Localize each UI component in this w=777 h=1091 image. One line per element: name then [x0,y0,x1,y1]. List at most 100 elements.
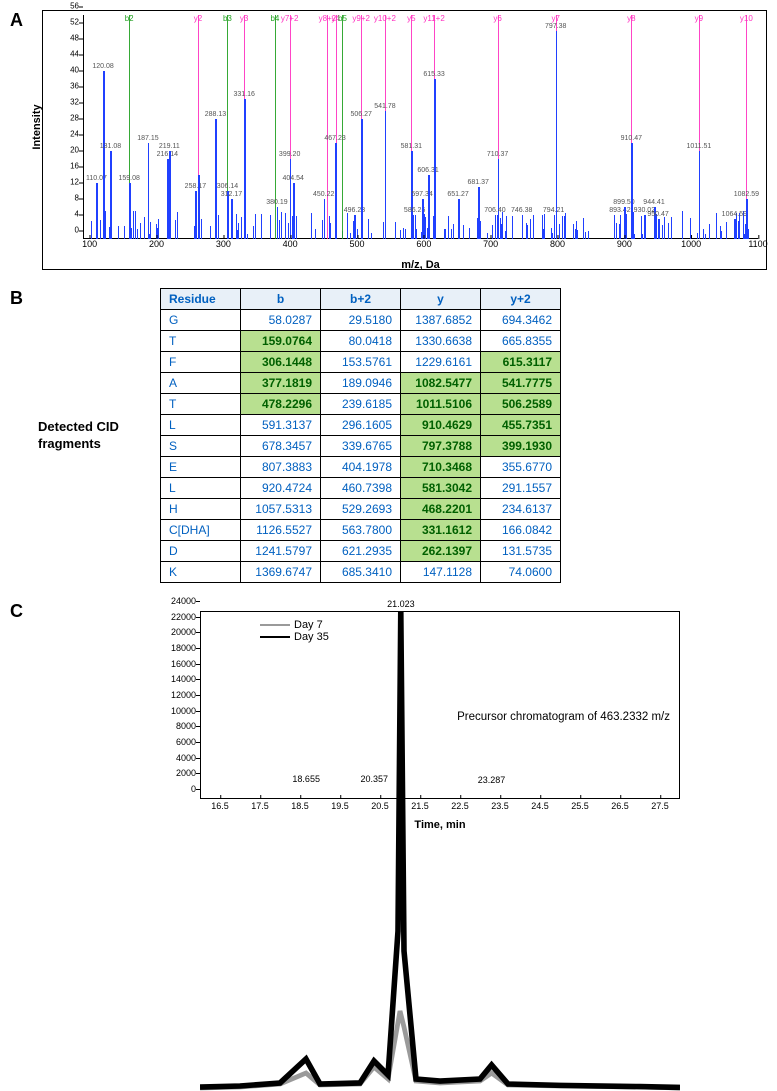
xtick: 500 [349,239,364,249]
table-cell: 797.3788 [401,436,481,457]
table-cell: 1229.6161 [401,352,481,373]
noise-peak [270,215,271,239]
chrom-peak-label: 23.287 [478,775,506,785]
table-row: T159.076480.04181330.6638665.8355 [161,331,561,352]
ion-line [342,15,343,239]
table-row: D1241.5797621.2935262.1397131.5735 [161,541,561,562]
noise-peak [311,213,312,239]
peak-label: 187.15 [137,135,158,142]
chrom-xtick: 16.5 [211,801,229,811]
chrom-xtick: 22.5 [451,801,469,811]
noise-peak [315,229,316,239]
noise-peak [330,223,331,239]
ion-label: y2 [194,14,202,23]
table-row: C[DHA]1126.5527563.7800331.1612166.0842 [161,520,561,541]
table-wrap: Detected CID fragments Residuebb+2yy+2G5… [10,288,767,583]
spectrum-peak [746,199,748,239]
peak-label: 450.22 [313,191,334,198]
chrom-ytick: 14000 [171,674,196,684]
table-cell: 581.3042 [401,478,481,499]
noise-peak [118,226,119,239]
table-row: T478.2296239.61851011.5106506.2589 [161,394,561,415]
chrom-xtick: 17.5 [251,801,269,811]
table-cell: 377.1819 [241,373,321,394]
peak-label: 681.37 [468,179,489,186]
table-cell: 1241.5797 [241,541,321,562]
noise-peak [368,227,369,239]
table-cell: 1011.5106 [401,394,481,415]
chrom-ytick: 22000 [171,612,196,622]
spectrum-peak [495,215,497,239]
noise-peak [201,219,202,239]
noise-peak [626,214,627,239]
table-cell: 331.1612 [401,520,481,541]
spectrum-peak [103,71,105,239]
noise-peak [588,231,589,239]
table-cell: 807.3883 [241,457,321,478]
xtick: 200 [149,239,164,249]
table-header: y+2 [481,289,561,310]
spectrum-peak [169,151,171,239]
peak-label: 288.13 [205,111,226,118]
spectrum-peak [478,187,480,239]
noise-peak [463,225,464,239]
spectrum-peak [277,207,279,239]
table-cell: 506.2589 [481,394,561,415]
table-cell: E [161,457,241,478]
legend-item: Day 7 [260,619,329,631]
noise-peak [501,224,502,239]
noise-peak [512,216,513,239]
peak-label: 651.27 [447,191,468,198]
noise-peak [506,216,507,239]
peak-label: 1011.51 [686,143,711,150]
ytick: 32 [70,98,79,107]
table-cell: 541.7775 [481,373,561,394]
noise-peak [124,226,125,239]
peak-label: 306.14 [217,183,238,190]
panel-b: B Detected CID fragments Residuebb+2yy+2… [10,288,767,583]
ytick: 48 [70,34,79,43]
chrom-xtick: 24.5 [531,801,549,811]
peak-label: 331.16 [233,91,254,98]
table-cell: 399.1930 [481,436,561,457]
ytick: 52 [70,18,79,27]
spectrum-peak [556,31,558,239]
ion-label: y7+2 [281,14,299,23]
noise-peak [526,223,527,239]
spectrum-peak [293,183,295,239]
legend-label: Day 35 [294,631,329,643]
noise-peak [144,217,145,239]
chrom-ytick: 0 [191,784,196,794]
ion-label: y3 [240,14,248,23]
table-row: L920.4724460.7398581.3042291.1557 [161,478,561,499]
table-cell: 1369.6747 [241,562,321,583]
spectrum-peak [498,159,500,239]
legend-item: Day 35 [260,631,329,643]
table-cell: 478.2296 [241,394,321,415]
peak-label: 120.08 [92,63,113,70]
noise-peak [238,223,239,239]
noise-peak [91,221,92,239]
spectrum-peak [361,119,363,239]
peak-label: 893.42 [609,207,630,214]
noise-peak [577,230,578,239]
chrom-ytick: 4000 [176,753,196,763]
chrom-peak-label: 18.655 [292,774,320,784]
spectrum-peak [195,191,197,239]
chrom-svg [200,611,680,1091]
noise-peak [527,225,528,239]
spectrum-peak [415,215,417,239]
panel-a: A Intensity 048121620242832364044485256 … [10,10,767,270]
ytick: 44 [70,50,79,59]
noise-peak [279,220,280,239]
noise-peak [585,232,586,239]
table-cell: D [161,541,241,562]
spectrum-peak [434,79,436,239]
noise-peak [614,215,615,239]
noise-peak [131,228,132,239]
table-cell: 339.6765 [321,436,401,457]
noise-peak [133,211,134,239]
ion-label: y5 [407,14,415,23]
table-cell: 910.4629 [401,415,481,436]
table-cell: 1387.6852 [401,310,481,331]
